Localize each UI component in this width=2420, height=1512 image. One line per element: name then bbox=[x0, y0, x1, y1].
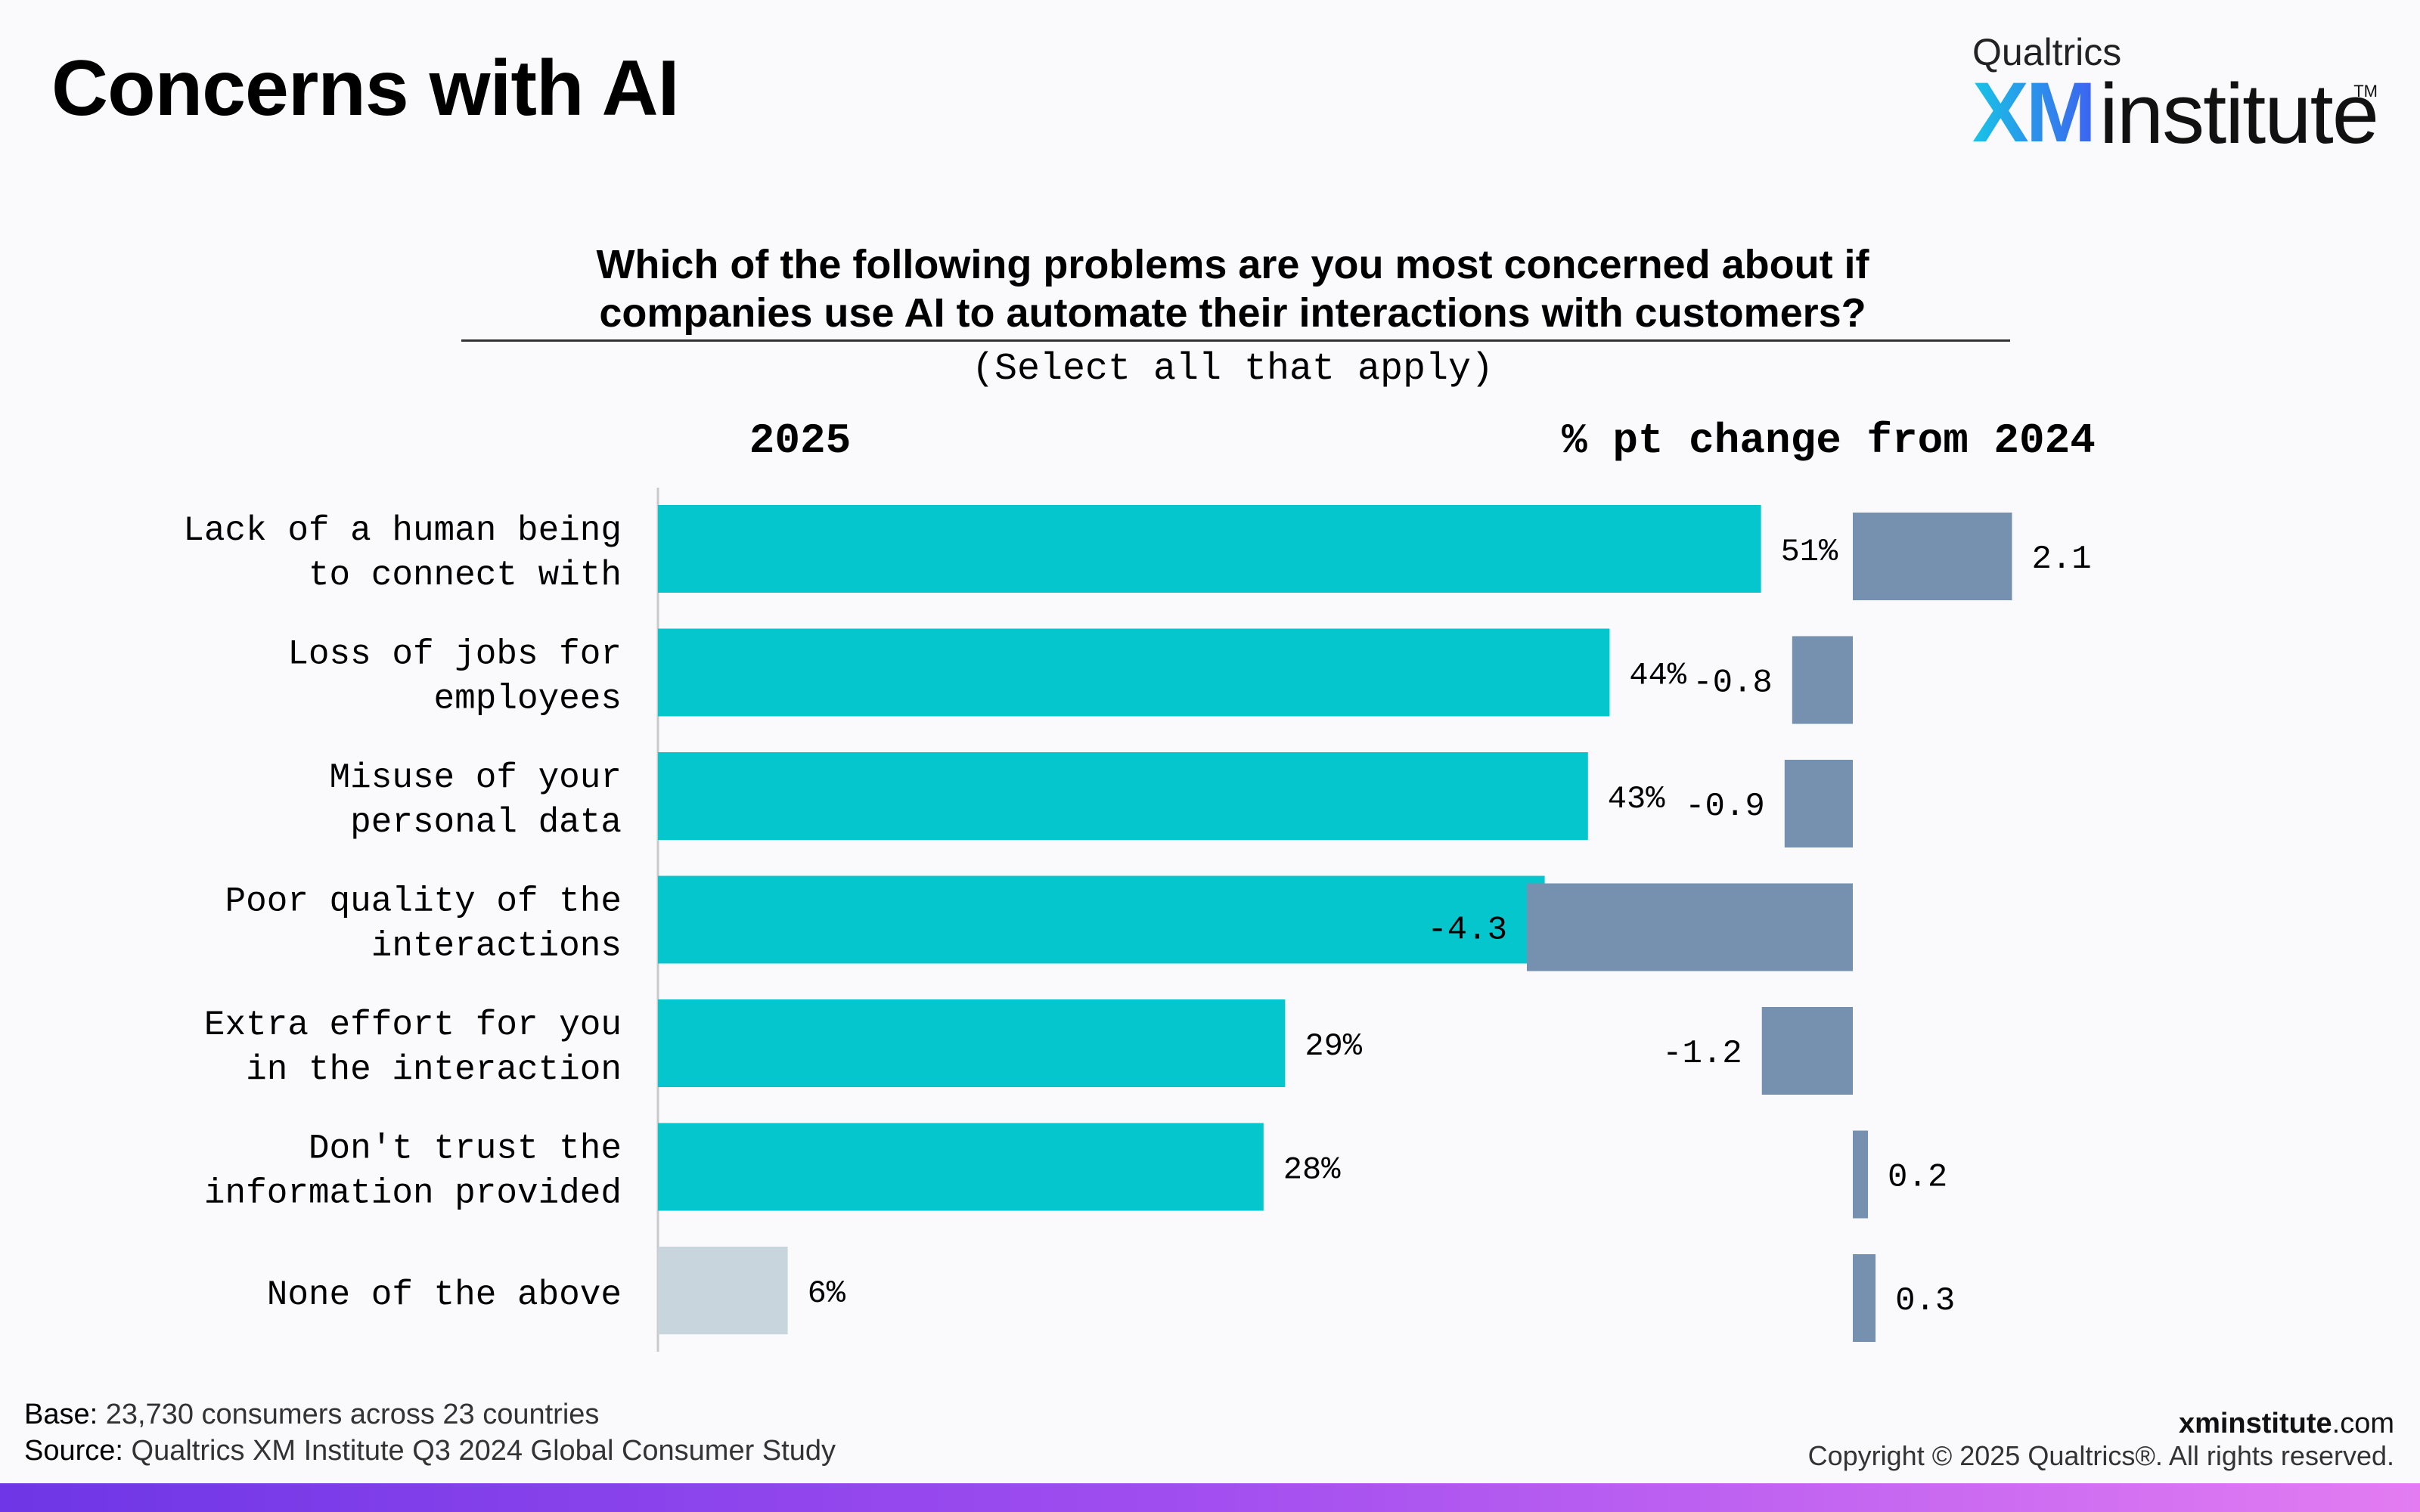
footer-base-label: Base: bbox=[24, 1399, 98, 1430]
category-label: information provided bbox=[204, 1174, 622, 1213]
category-label: Poor quality of the bbox=[225, 882, 622, 922]
bar-2025 bbox=[658, 999, 1286, 1087]
bar-change-2024 bbox=[1784, 760, 1853, 847]
footer-base: Base: 23,730 consumers across 23 countri… bbox=[24, 1399, 599, 1431]
bar-2025 bbox=[658, 1123, 1264, 1211]
bar-2025 bbox=[658, 752, 1588, 840]
logo-qualtrics-text: Qualtrics bbox=[1972, 31, 2122, 73]
bar-2025 bbox=[658, 505, 1761, 593]
survey-question: Which of the following problems are you … bbox=[454, 240, 2012, 337]
bottom-gradient-strip bbox=[0, 1483, 2420, 1512]
category-label: employees bbox=[434, 680, 622, 719]
bar-2025-value-label: 43% bbox=[1608, 781, 1665, 817]
survey-instruction: (Select all that apply) bbox=[971, 348, 1494, 391]
concerns-chart: 2025 % pt change from 2024 Lack of a human… bbox=[183, 417, 2096, 1352]
bar-change-value-label: -0.8 bbox=[1692, 665, 1773, 702]
category-label: None of the above bbox=[267, 1275, 622, 1315]
bar-change-2024 bbox=[1792, 636, 1853, 724]
footer-source: Source: Qualtrics XM Institute Q3 2024 G… bbox=[24, 1435, 836, 1467]
bar-2025 bbox=[658, 628, 1610, 717]
bar-change-2024 bbox=[1761, 1007, 1853, 1095]
bar-2025 bbox=[658, 875, 1545, 964]
qualtrics-xm-institute-logo: Qualtrics XM institute TM bbox=[1972, 30, 2381, 161]
logo-xm-text: XM bbox=[1972, 65, 2096, 160]
right-chart-title: % pt change from 2024 bbox=[1562, 417, 2096, 465]
bar-2025-value-label: 28% bbox=[1283, 1152, 1341, 1188]
category-label: Extra effort for you bbox=[204, 1005, 622, 1045]
footer-source-text: Qualtrics XM Institute Q3 2024 Global Co… bbox=[131, 1435, 836, 1467]
question-divider bbox=[461, 339, 2010, 342]
bar-2025-value-label: 6% bbox=[808, 1275, 846, 1312]
footer-website-rest: .com bbox=[2332, 1408, 2394, 1439]
footer-copyright: Copyright © 2025 Qualtrics®. All rights … bbox=[1807, 1440, 2394, 1471]
bar-change-value-label: -4.3 bbox=[1427, 912, 1507, 950]
survey-question-line: companies use AI to automate their inter… bbox=[599, 290, 1866, 336]
category-label: personal data bbox=[350, 803, 622, 842]
category-label: Loss of jobs for bbox=[287, 635, 622, 674]
category-label: Lack of a human being bbox=[183, 511, 622, 550]
left-chart-title: 2025 bbox=[749, 417, 851, 465]
bar-change-value-label: -1.2 bbox=[1662, 1035, 1742, 1073]
bar-change-2024 bbox=[1853, 1254, 1876, 1342]
category-label: Don't trust the bbox=[309, 1129, 622, 1169]
bar-2025 bbox=[658, 1247, 788, 1334]
bar-2025-value-label: 29% bbox=[1305, 1028, 1362, 1064]
bar-change-2024 bbox=[1527, 883, 1853, 971]
bar-change-value-label: 2.1 bbox=[2031, 541, 2091, 578]
bar-change-value-label: 0.3 bbox=[1895, 1282, 1955, 1320]
footer-base-text: 23,730 consumers across 23 countries bbox=[105, 1399, 600, 1430]
bar-change-value-label: 0.2 bbox=[1888, 1159, 1947, 1197]
footer-website[interactable]: xminstitute.com bbox=[2179, 1408, 2394, 1440]
survey-question-line: Which of the following problems are you … bbox=[596, 242, 1869, 287]
bar-2025-value-label: 44% bbox=[1629, 658, 1686, 694]
bar-change-2024 bbox=[1853, 1130, 1869, 1219]
category-label: interactions bbox=[371, 927, 622, 966]
page-title: Concerns with AI bbox=[51, 45, 680, 132]
footer-source-label: Source: bbox=[24, 1435, 123, 1467]
bar-2025-value-label: 51% bbox=[1781, 534, 1838, 570]
footer-website-bold: xminstitute bbox=[2178, 1408, 2332, 1439]
category-label: in the interaction bbox=[246, 1050, 622, 1089]
logo-institute-text: institute bbox=[2099, 67, 2379, 161]
category-label: to connect with bbox=[309, 556, 622, 595]
bar-change-value-label: -0.9 bbox=[1685, 788, 1765, 826]
category-label: Misuse of your bbox=[330, 758, 622, 798]
bar-change-2024 bbox=[1853, 513, 2012, 600]
logo-tm-text: TM bbox=[2353, 82, 2378, 101]
